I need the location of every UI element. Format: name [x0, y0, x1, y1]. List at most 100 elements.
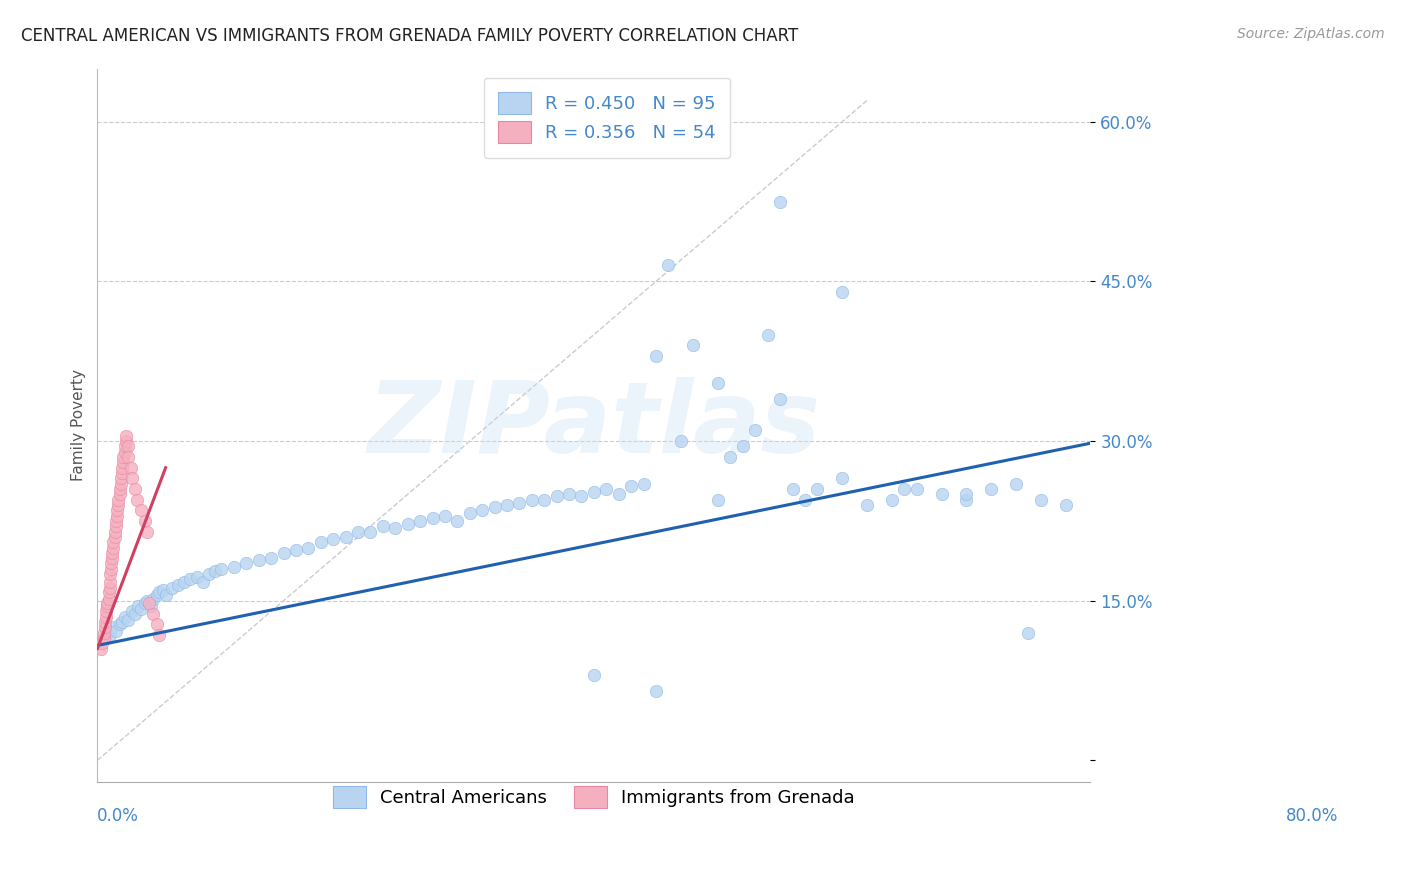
Point: [136, 593, 159, 607]
Point: [856, 498, 879, 512]
Point: [112, 455, 135, 469]
Point: [136, 524, 159, 539]
Point: [533, 492, 555, 507]
Point: [148, 628, 170, 642]
Point: [112, 450, 135, 464]
Point: [93, 625, 115, 640]
Point: [645, 349, 668, 363]
Point: [104, 530, 127, 544]
Point: [108, 482, 131, 496]
Point: [103, 535, 125, 549]
Point: [107, 492, 129, 507]
Point: [905, 482, 928, 496]
Point: [114, 609, 136, 624]
Point: [94, 609, 117, 624]
Point: [114, 439, 136, 453]
Point: [98, 628, 121, 642]
Point: [146, 617, 169, 632]
Point: [100, 557, 122, 571]
Point: [111, 460, 134, 475]
Point: [769, 194, 792, 209]
Point: [1005, 476, 1028, 491]
Point: [105, 508, 128, 523]
Point: [138, 596, 160, 610]
Point: [179, 573, 201, 587]
Point: [115, 429, 138, 443]
Point: [247, 553, 270, 567]
Point: [471, 503, 494, 517]
Point: [633, 476, 655, 491]
Point: [235, 557, 257, 571]
Point: [756, 327, 779, 342]
Point: [90, 641, 112, 656]
Point: [98, 581, 121, 595]
Point: [273, 546, 295, 560]
Point: [794, 492, 817, 507]
Point: [806, 482, 828, 496]
Point: [731, 439, 754, 453]
Point: [167, 578, 190, 592]
Point: [98, 574, 121, 589]
Point: [108, 617, 131, 632]
Point: [980, 482, 1002, 496]
Point: [117, 439, 139, 453]
Text: Source: ZipAtlas.com: Source: ZipAtlas.com: [1237, 27, 1385, 41]
Point: [707, 376, 730, 390]
Text: 0.0%: 0.0%: [97, 807, 139, 825]
Point: [129, 503, 152, 517]
Point: [582, 668, 605, 682]
Point: [97, 585, 120, 599]
Point: [335, 530, 357, 544]
Point: [211, 562, 233, 576]
Text: 80.0%: 80.0%: [1286, 807, 1339, 825]
Point: [117, 613, 139, 627]
Point: [880, 492, 903, 507]
Point: [101, 546, 124, 560]
Point: [620, 479, 643, 493]
Text: CENTRAL AMERICAN VS IMMIGRANTS FROM GRENADA FAMILY POVERTY CORRELATION CHART: CENTRAL AMERICAN VS IMMIGRANTS FROM GREN…: [21, 27, 799, 45]
Point: [371, 519, 394, 533]
Point: [595, 482, 617, 496]
Point: [107, 498, 129, 512]
Text: ZIPatlas: ZIPatlas: [367, 376, 821, 474]
Point: [110, 471, 132, 485]
Point: [744, 424, 766, 438]
Point: [496, 498, 519, 512]
Point: [110, 476, 132, 491]
Point: [139, 599, 162, 613]
Point: [396, 517, 419, 532]
Point: [657, 259, 679, 273]
Point: [409, 514, 432, 528]
Point: [94, 615, 117, 629]
Point: [111, 615, 134, 629]
Point: [115, 434, 138, 448]
Point: [931, 487, 953, 501]
Point: [104, 524, 127, 539]
Point: [94, 604, 117, 618]
Point: [186, 570, 208, 584]
Point: [508, 496, 530, 510]
Point: [1029, 492, 1052, 507]
Point: [484, 500, 506, 514]
Point: [831, 285, 853, 299]
Point: [101, 620, 124, 634]
Point: [446, 514, 468, 528]
Point: [155, 589, 177, 603]
Y-axis label: Family Poverty: Family Poverty: [72, 369, 86, 481]
Point: [955, 492, 977, 507]
Point: [134, 514, 156, 528]
Point: [104, 624, 127, 638]
Point: [347, 524, 370, 539]
Point: [160, 581, 183, 595]
Point: [125, 492, 148, 507]
Point: [607, 487, 630, 501]
Point: [142, 607, 165, 621]
Point: [146, 589, 169, 603]
Point: [105, 503, 128, 517]
Point: [191, 574, 214, 589]
Point: [582, 485, 605, 500]
Point: [121, 471, 143, 485]
Point: [309, 535, 332, 549]
Point: [571, 490, 593, 504]
Point: [104, 514, 127, 528]
